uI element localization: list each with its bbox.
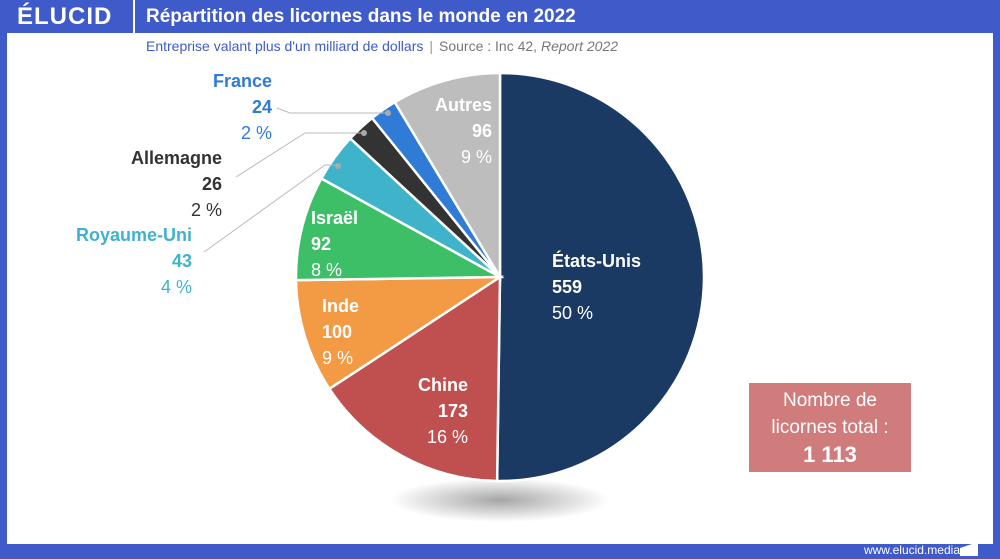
slice-value: 96 <box>471 121 492 141</box>
label-inde: Inde 100 9 % <box>322 293 359 371</box>
chart-title: Répartition des licornes dans le monde e… <box>146 6 576 27</box>
slice-label: Autres <box>434 95 492 115</box>
label-france: France 24 2 % <box>150 68 272 146</box>
pie-shadow <box>390 478 610 522</box>
leader-line-royaume-uni <box>203 164 338 253</box>
footer-url[interactable]: www.elucid.media <box>863 543 960 557</box>
slice-value: 559 <box>552 277 583 297</box>
header-bar <box>0 0 1000 33</box>
subtitle-separator: | <box>429 38 434 54</box>
label-allemagne: Allemagne 26 2 % <box>60 145 222 223</box>
pie-slice-israel <box>294 176 505 282</box>
slice-value: 24 <box>251 97 272 117</box>
leader-dot-france <box>385 110 391 116</box>
total-box: Nombre de licornes total : 1 113 <box>749 383 911 472</box>
slice-value: 43 <box>171 251 192 271</box>
slice-pct: 8 % <box>311 260 343 280</box>
slice-pct: 9 % <box>460 147 492 167</box>
slice-label: Inde <box>322 296 360 316</box>
pie-slice-chine <box>327 274 502 483</box>
label-chine: Chine 173 16 % <box>380 372 468 450</box>
logo: ÉLUCID <box>17 3 113 30</box>
slice-value: 100 <box>322 322 353 342</box>
slice-label: Chine <box>417 375 468 395</box>
pie-slice-etats-unis <box>495 71 706 483</box>
subtitle: Entreprise valant plus d'un milliard de … <box>146 38 618 54</box>
leader-line-allemagne <box>235 132 364 178</box>
slice-label: Royaume-Uni <box>75 225 192 245</box>
slice-label: France <box>212 71 272 91</box>
label-etats-unis: États-Unis 559 50 % <box>552 248 641 326</box>
pie-slice-inde <box>294 275 505 391</box>
slice-label: Israël <box>311 208 359 228</box>
total-value: 1 113 <box>803 442 857 467</box>
source-report: Report 2022 <box>540 38 619 54</box>
slice-pct: 2 % <box>190 200 222 220</box>
slice-pct: 50 % <box>552 303 594 323</box>
slice-value: 173 <box>437 401 468 421</box>
label-israel: Israël 92 8 % <box>311 205 358 283</box>
leader-lines <box>203 107 388 253</box>
elucid-flag-icon <box>960 542 978 556</box>
source-text: Source : Inc 42, <box>439 38 538 54</box>
slice-label: États-Unis <box>552 251 642 271</box>
slice-value: 26 <box>201 174 222 194</box>
slice-pct: 16 % <box>426 427 468 447</box>
total-line1: Nombre de <box>783 390 877 411</box>
slice-pct: 9 % <box>322 348 354 368</box>
slice-label: Allemagne <box>130 148 222 168</box>
label-royaume-uni: Royaume-Uni 43 4 % <box>20 222 192 300</box>
leader-line-france <box>276 107 388 114</box>
pie-slice-autres <box>393 71 502 282</box>
leader-dot-royaume-uni <box>335 163 341 169</box>
slice-pct: 2 % <box>240 123 272 143</box>
total-line2: licornes total : <box>771 417 889 438</box>
slice-value: 92 <box>311 234 332 254</box>
slice-pct: 4 % <box>160 277 192 297</box>
header-divider <box>133 0 135 52</box>
label-autres: Autres 96 9 % <box>400 92 492 170</box>
subtitle-text: Entreprise valant plus d'un milliard de … <box>146 38 424 54</box>
leader-dot-allemagne <box>361 130 367 136</box>
